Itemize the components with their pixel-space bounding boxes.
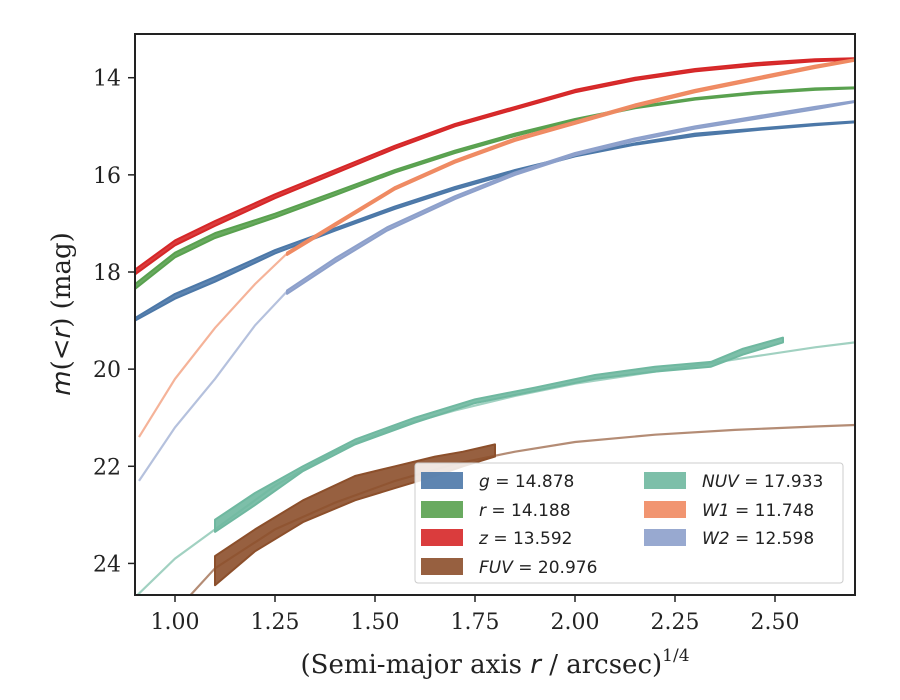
series-z <box>135 57 855 276</box>
x-axis: 1.00 1.25 1.50 1.75 2.00 2.25 2.50 <box>151 595 800 635</box>
series-W2-extrapolation-line <box>138 290 288 482</box>
legend-box <box>414 462 844 584</box>
series-g <box>135 120 855 322</box>
plot-frame <box>134 33 856 596</box>
y-tick-label: 22 <box>93 455 121 480</box>
x-tick-label: 2.50 <box>751 610 800 635</box>
y-axis-label: m(<r) (mag) <box>47 232 77 395</box>
legend-swatch-z <box>421 529 463 546</box>
legend-label-r: r = 14.188 <box>479 501 571 521</box>
series-r <box>135 86 855 290</box>
x-tick-label: 1.75 <box>451 610 500 635</box>
legend-swatch-FUV <box>421 558 463 575</box>
series-NUV-band <box>214 336 784 533</box>
series-W2 <box>138 100 855 482</box>
x-axis-label-variable: r <box>530 650 543 680</box>
series-z-band <box>135 57 855 276</box>
y-tick-label: 18 <box>93 261 121 286</box>
legend-label-FUV: FUV = 20.976 <box>479 558 597 578</box>
legend-swatch-r <box>421 501 463 518</box>
legend-swatch-NUV <box>644 472 686 489</box>
legend-label-z: z = 13.592 <box>478 529 572 549</box>
series-W1-band <box>286 58 855 256</box>
legend-swatch-W1 <box>644 501 686 518</box>
x-tick-label: 1.00 <box>151 610 200 635</box>
x-tick-label: 1.25 <box>251 610 300 635</box>
legend-label-g: g = 14.878 <box>479 472 574 492</box>
x-tick-label: 2.00 <box>551 610 600 635</box>
legend-label-W1: W1 = 11.748 <box>702 501 814 521</box>
legend-swatch-W2 <box>644 529 686 546</box>
y-tick-label: 16 <box>93 164 121 189</box>
series-W1 <box>138 58 855 438</box>
y-tick-label: 20 <box>93 358 121 383</box>
legend: g = 14.878 r = 14.188 z = 13.592 FUV = 20.9… <box>414 462 844 584</box>
series-W2-band <box>286 100 855 295</box>
series-r-band <box>135 86 855 290</box>
series-NUV <box>135 336 855 595</box>
x-tick-label: 2.25 <box>651 610 700 635</box>
x-axis-label: (Semi-major axis r / arcsec)1/4 <box>300 646 689 680</box>
y-tick-label: 14 <box>93 67 121 92</box>
legend-swatch-g <box>421 472 463 489</box>
series-g-band <box>135 120 855 322</box>
series-FUV-band <box>214 443 496 587</box>
y-axis: 14 16 18 20 22 24 <box>93 67 135 577</box>
legend-label-W2: W2 = 12.598 <box>702 529 814 549</box>
series-W1-extrapolation-line <box>138 252 288 438</box>
legend-label-NUV: NUV = 17.933 <box>702 472 823 492</box>
x-axis-label-exponent: 1/4 <box>662 646 689 666</box>
x-tick-label: 1.50 <box>351 610 400 635</box>
series-layer <box>135 57 855 595</box>
y-tick-label: 24 <box>93 552 121 577</box>
